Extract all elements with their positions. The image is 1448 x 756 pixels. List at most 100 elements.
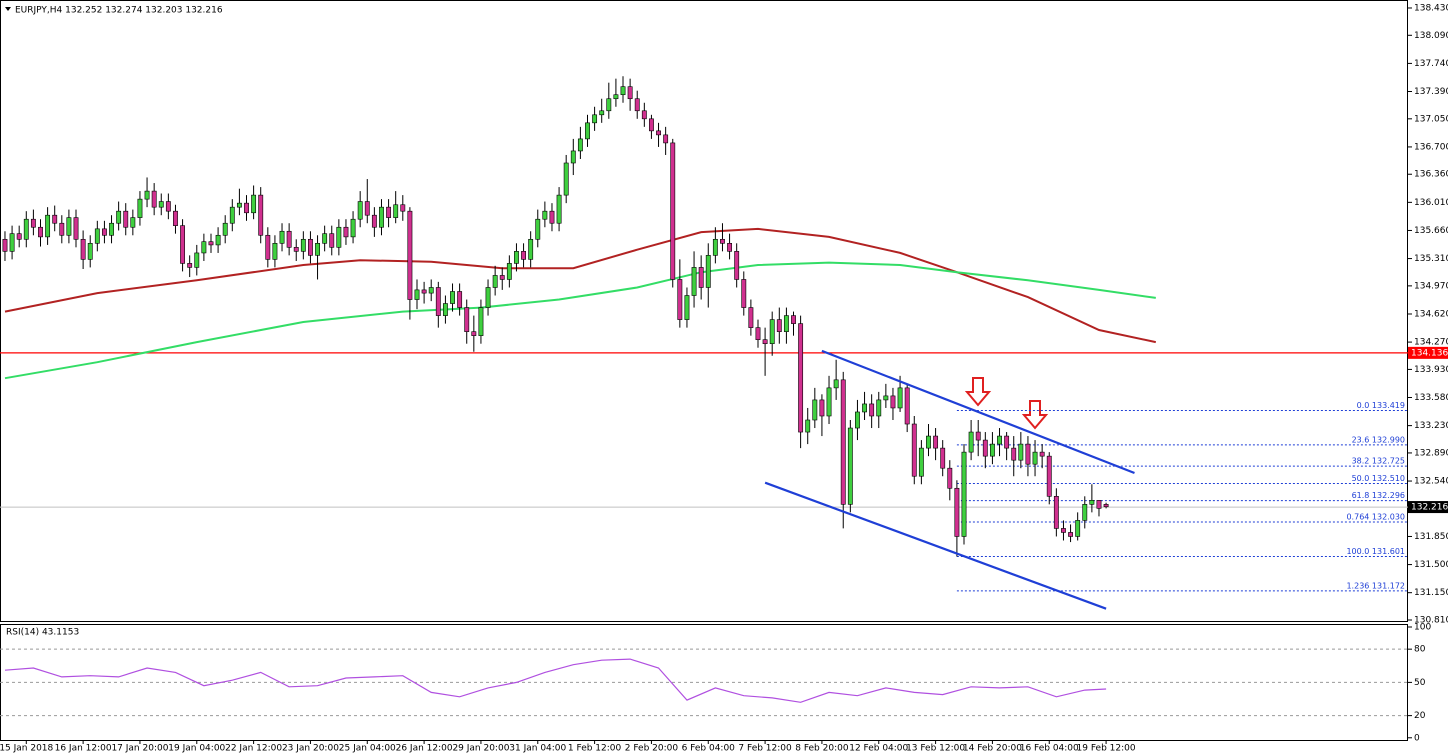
last-price-box [1408,501,1448,514]
candle-body [229,206,235,224]
candle-body [997,435,1002,445]
candle-body [1075,520,1081,537]
y-tick-label: 133.230 [1414,421,1448,431]
x-tick-label: 22 Jan 12:00 [225,744,282,754]
candle-body [1032,451,1038,465]
candle-body [329,233,335,248]
candle-body [734,251,740,280]
candle-body [783,315,789,332]
candle-body [130,217,136,228]
candle-body [599,110,605,116]
resistance-arrow [1021,400,1049,430]
candle-body [1011,447,1017,461]
candle-body [577,138,583,152]
candle-body [819,399,825,417]
candle-body [918,447,924,477]
y-tick-label: 20 [1414,711,1426,721]
candle-body [606,98,612,112]
candle-body [869,403,875,417]
candle-body [236,202,242,208]
moving-average [4,261,1156,380]
candle-body [506,263,512,280]
candle-body [208,241,214,246]
candle-body [478,307,484,336]
candle-body [535,218,541,240]
candle-body [1004,435,1010,449]
candle-body [435,287,441,316]
candle-body [641,110,647,120]
y-tick-label: 135.660 [1414,226,1448,236]
candle-body [364,201,370,216]
candle-body [187,263,193,268]
candle-body [499,275,505,280]
x-tick-label: 19 Feb 12:00 [1077,744,1136,754]
candle-body [691,267,697,296]
y-tick-label: 130.810 [1414,615,1448,625]
candle-body [705,255,711,288]
x-tick-label: 17 Jan 20:00 [111,744,168,754]
candle-body [357,201,363,220]
candle-body [620,86,626,96]
x-tick-label: 15 Jan 2018 [0,744,54,754]
y-tick-label: 134.270 [1414,338,1448,348]
x-tick-label: 16 Jan 12:00 [55,744,112,754]
candle-body [1018,443,1024,461]
candle-body [627,86,633,100]
candle-body [720,238,725,244]
candle-body [45,214,51,238]
x-tick-label: 19 Jan 04:00 [168,744,225,754]
y-tick-label: 136.360 [1414,170,1448,180]
candle-body [38,226,43,238]
y-tick-label: 0 [1414,733,1420,743]
candle-body [883,395,889,401]
candle-body [180,225,186,264]
candle-body [485,287,491,308]
y-tick-label: 137.390 [1414,87,1448,97]
candle-body [1068,532,1073,537]
candle-body [379,206,384,228]
candle-body [371,214,377,228]
x-tick-label: 16 Feb 04:00 [1020,744,1079,754]
menu-triangle [5,7,11,11]
candle-body [386,206,392,218]
candle-body [762,339,768,345]
candle-body [258,194,264,236]
y-tick-label: 136.010 [1414,198,1448,208]
y-tick-label: 134.620 [1414,309,1448,319]
candle-body [442,303,448,316]
candle-body [450,291,455,304]
candle-body [393,204,399,218]
x-tick-label: 26 Jan 12:00 [396,744,453,754]
candle-body [2,238,8,252]
candle-body [514,251,519,264]
candle-body [656,130,661,136]
candle-body [989,443,995,457]
y-tick-label: 132.540 [1414,477,1448,487]
candle-body [926,435,931,449]
candle-body [151,190,157,208]
fib-label: 1.236 131.172 [1346,581,1405,590]
candle-body [1082,504,1088,521]
candle-body [1039,451,1045,457]
candle-body [80,238,86,260]
candle-body [933,435,939,449]
candle-body [1089,500,1095,505]
candle-body [677,279,683,320]
candle-body [414,289,420,300]
candle-body [265,234,271,260]
channel-line [764,481,1107,610]
x-tick-label: 14 Feb 20:00 [963,744,1022,754]
candle-body [87,243,93,260]
candle-body [570,150,576,164]
price-label-box [1408,346,1448,359]
candle-body [613,94,619,100]
candle-body [272,243,278,260]
x-tick-label: 1 Feb 12:00 [568,744,622,754]
x-tick-label: 2 Feb 20:00 [625,744,679,754]
candle-body [776,319,782,332]
y-tick-label: 133.580 [1414,393,1448,403]
candle-body [300,238,306,252]
candle-body [251,194,257,214]
candle-body [1046,455,1052,497]
candle-body [968,431,974,453]
